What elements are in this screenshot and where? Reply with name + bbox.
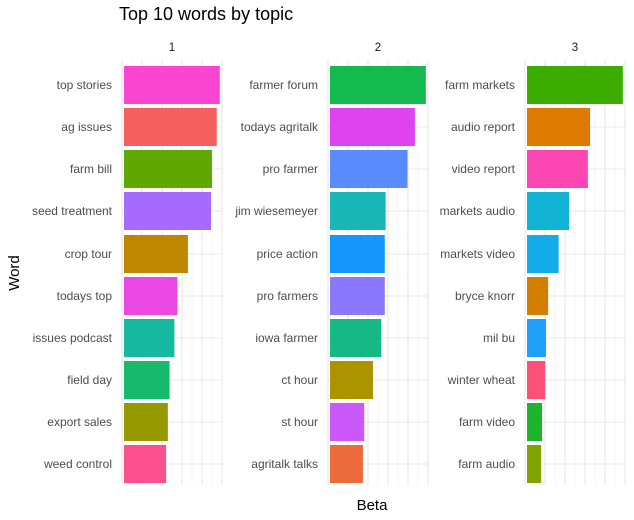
y-tick-label: seed treatment — [32, 204, 113, 218]
bar — [330, 192, 386, 230]
bar — [330, 66, 426, 104]
bar — [330, 445, 363, 483]
bar — [527, 319, 546, 357]
y-tick-label: top stories — [57, 78, 112, 92]
bar — [124, 66, 220, 104]
bar — [124, 277, 178, 315]
bar — [124, 403, 168, 441]
y-tick-label: markets audio — [440, 204, 516, 218]
bar — [330, 319, 382, 357]
bar — [124, 150, 212, 188]
y-tick-label: iowa farmer — [255, 331, 318, 345]
y-tick-label: pro farmers — [257, 289, 318, 303]
y-axis-title: Word — [6, 255, 23, 291]
bar — [330, 150, 408, 188]
y-tick-label: audio report — [451, 120, 516, 134]
y-tick-label: pro farmer — [263, 162, 318, 176]
y-tick-label: farm bill — [70, 162, 112, 176]
bar — [330, 235, 385, 273]
y-tick-label: ag issues — [61, 120, 112, 134]
y-tick-label: winter wheat — [447, 373, 516, 387]
y-tick-label: export sales — [47, 415, 112, 429]
bar — [124, 192, 212, 230]
y-tick-label: video report — [452, 162, 516, 176]
y-tick-label: farm audio — [458, 457, 515, 471]
bar — [527, 235, 559, 273]
y-tick-label: weed control — [43, 457, 112, 471]
y-tick-label: farm markets — [445, 78, 515, 92]
y-tick-label: field day — [67, 373, 112, 387]
y-tick-label: todays top — [57, 289, 113, 303]
bar — [330, 108, 415, 146]
bar — [527, 445, 542, 483]
facet-panel-2: 2 farmer forum todays agritalk pro farmer ji… — [234, 42, 429, 485]
facet-panel-1: 1 top stories ag issues farm bill seed treat… — [32, 42, 223, 485]
facet-label: 1 — [169, 42, 175, 54]
y-tick-label: farm video — [459, 415, 515, 429]
bar — [124, 445, 167, 483]
bar — [330, 277, 385, 315]
bar — [124, 108, 217, 146]
y-tick-label: farmer forum — [249, 78, 318, 92]
y-tick-label: st hour — [281, 415, 318, 429]
bar — [124, 235, 188, 273]
bar — [527, 192, 570, 230]
bar — [527, 150, 588, 188]
facet-label: 2 — [375, 42, 381, 54]
bar — [527, 403, 543, 441]
y-tick-label: mil bu — [483, 331, 515, 345]
y-tick-label: todays agritalk — [241, 120, 319, 134]
bar — [527, 108, 591, 146]
facet-panel-3: 3 farm markets audio report video report mar… — [440, 42, 626, 485]
chart-title: Top 10 words by topic — [119, 4, 294, 24]
facet-label: 3 — [572, 42, 578, 54]
y-tick-label: agritalk talks — [251, 457, 318, 471]
bar — [124, 361, 170, 399]
y-tick-label: crop tour — [65, 247, 112, 261]
y-tick-label: issues podcast — [33, 331, 113, 345]
bar — [527, 361, 546, 399]
bar — [124, 319, 175, 357]
bar — [527, 277, 549, 315]
bar — [330, 361, 373, 399]
bar — [330, 403, 365, 441]
y-tick-label: price action — [257, 247, 318, 261]
y-tick-label: jim wiesemeyer — [234, 204, 318, 218]
y-tick-label: ct hour — [281, 373, 318, 387]
bar — [527, 66, 623, 104]
facet-panels: 1 top stories ag issues farm bill seed treat… — [32, 42, 626, 485]
y-tick-label: bryce knorr — [455, 289, 515, 303]
y-tick-label: markets video — [440, 247, 515, 261]
x-axis-title: Beta — [357, 497, 389, 514]
